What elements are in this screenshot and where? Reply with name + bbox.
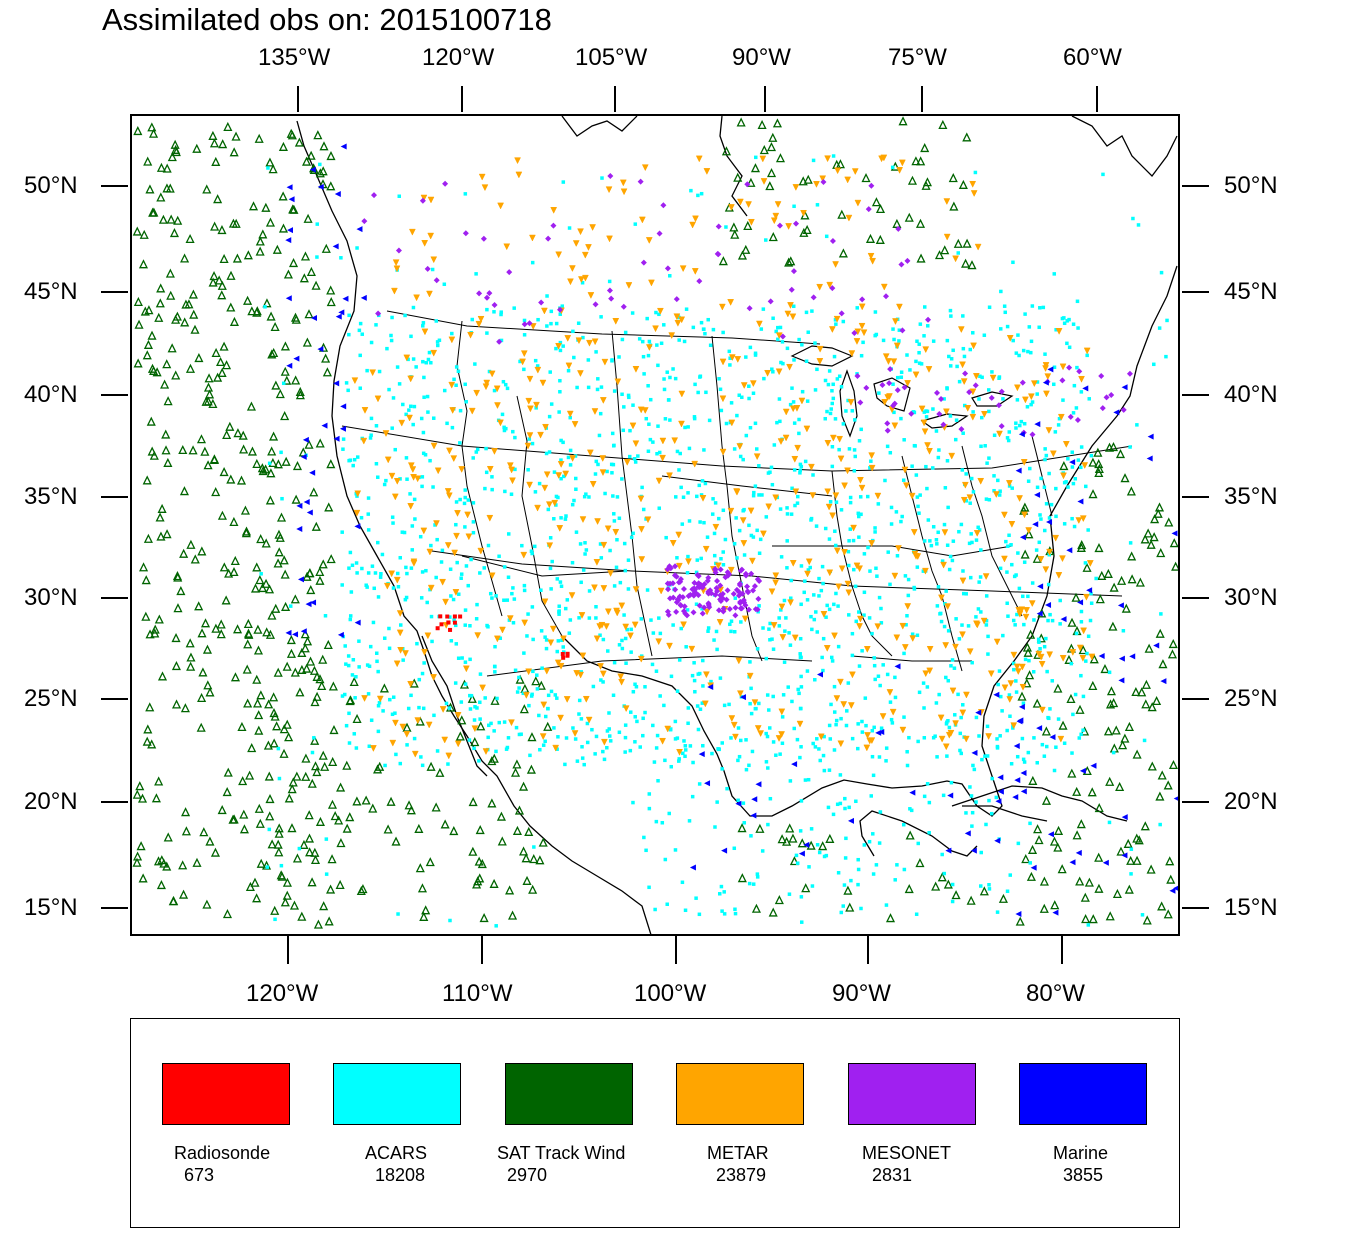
- legend-item-radiosonde: Radiosonde 673: [162, 1019, 332, 1219]
- radiosonde-points: [435, 614, 570, 660]
- legend-item-marine: Marine 3855: [1019, 1019, 1189, 1219]
- legend-swatch-sat-track-wind: [505, 1063, 633, 1125]
- legend-swatch-radiosonde: [162, 1063, 290, 1125]
- left-lat-label: 40°N: [24, 381, 78, 408]
- legend-label: METAR: [707, 1143, 769, 1163]
- bottom-lon-label: 100°W: [634, 980, 707, 1007]
- map-title: Assimilated obs on: 2015100718: [102, 2, 552, 37]
- right-lat-label: 45°N: [1224, 278, 1278, 305]
- bottom-lon-label: 120°W: [246, 980, 319, 1007]
- legend-label: ACARS: [365, 1143, 428, 1163]
- legend-swatch-metar: [676, 1063, 804, 1125]
- right-lat-label: 50°N: [1224, 172, 1278, 199]
- legend-item-sat-track-wind: SAT Track Wind 2970: [497, 1019, 675, 1219]
- right-lat-label: 20°N: [1224, 788, 1278, 815]
- top-lon-label: 105°W: [575, 44, 648, 71]
- legend-label: Marine: [1053, 1143, 1109, 1163]
- right-lat-label: 40°N: [1224, 381, 1278, 408]
- right-lat-label: 25°N: [1224, 685, 1278, 712]
- left-lat-label: 45°N: [24, 278, 78, 305]
- legend-item-metar: METAR 23879: [676, 1019, 846, 1219]
- coastlines: [296, 116, 1178, 934]
- legend-item-mesonet: MESONET 2831: [848, 1019, 1018, 1219]
- legend-count: 673: [184, 1165, 215, 1185]
- legend-label: Radiosonde: [174, 1143, 271, 1163]
- right-lat-label: 15°N: [1224, 894, 1278, 921]
- acars-points: [259, 154, 1169, 928]
- legend-swatch-mesonet: [848, 1063, 976, 1125]
- map-canvas: [132, 116, 1178, 934]
- top-lon-label: 60°W: [1063, 44, 1122, 71]
- legend-count: 2831: [872, 1165, 913, 1185]
- right-lat-label: 35°N: [1224, 483, 1278, 510]
- legend-swatch-marine: [1019, 1063, 1147, 1125]
- bottom-lon-label: 90°W: [832, 980, 891, 1007]
- bottom-lon-label: 80°W: [1026, 980, 1085, 1007]
- top-lon-label: 120°W: [422, 44, 495, 71]
- left-lat-label: 15°N: [24, 894, 78, 921]
- legend-count: 2970: [507, 1165, 548, 1185]
- right-lat-label: 30°N: [1224, 584, 1278, 611]
- legend-panel: Radiosonde 673 ACARS 18208 SAT Track Win…: [130, 1018, 1180, 1228]
- left-lat-label: 50°N: [24, 172, 78, 199]
- legend-count: 23879: [716, 1165, 767, 1185]
- left-lat-label: 30°N: [24, 584, 78, 611]
- left-lat-label: 25°N: [24, 685, 78, 712]
- left-lat-label: 20°N: [24, 788, 78, 815]
- map-panel[interactable]: [130, 114, 1180, 936]
- top-lon-label: 75°W: [888, 44, 947, 71]
- legend-label: MESONET: [862, 1143, 952, 1163]
- legend-item-acars: ACARS 18208: [333, 1019, 503, 1219]
- legend-label: SAT Track Wind: [497, 1143, 626, 1163]
- legend-count: 18208: [375, 1165, 426, 1185]
- bottom-lon-label: 110°W: [442, 980, 513, 1007]
- metar-points: [351, 154, 1096, 760]
- left-lat-label: 35°N: [24, 483, 78, 510]
- legend-swatch-acars: [333, 1063, 461, 1125]
- top-lon-label: 135°W: [258, 44, 331, 71]
- legend-count: 3855: [1063, 1165, 1104, 1185]
- mesonet-points: [361, 173, 1133, 619]
- great-lakes: [790, 345, 1014, 438]
- sat-track-wind-points: [132, 116, 1178, 929]
- marine-points: [285, 143, 1178, 918]
- top-lon-label: 90°W: [732, 44, 791, 71]
